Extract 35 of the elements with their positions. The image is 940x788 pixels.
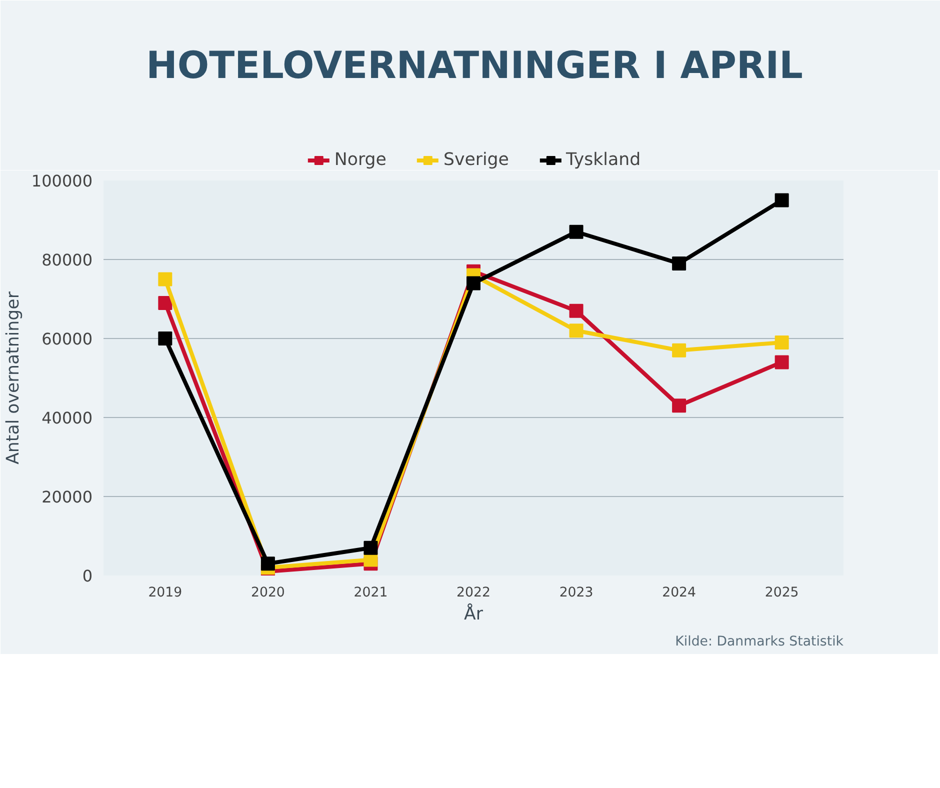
y-tick-label: 40000 [42,408,93,428]
x-tick-label: 2023 [559,586,594,600]
point [158,272,172,286]
point [158,296,172,310]
point [774,335,789,350]
x-tick-label: 2024 [662,586,696,600]
x-tick-label: 2025 [764,586,799,600]
point [158,332,172,346]
point [260,556,275,571]
legend-label: Sverige [443,150,509,170]
point [569,304,584,318]
y-tick-label: 0 [82,566,93,586]
y-tick-label: 100000 [31,172,92,190]
point [774,355,789,370]
point [774,193,789,208]
point [672,343,686,358]
point [466,276,480,290]
x-tick-label: 2020 [250,586,285,600]
point [569,324,584,338]
text: Kilde: Danmarks Statistik [675,634,844,650]
x-axis-title: År [464,602,484,624]
y-tick-label: 20000 [42,488,93,506]
chart-title: HOTELOVERNATNINGER I APRIL [146,43,803,88]
y-axis-title: Antal overnatninger [3,290,24,464]
x-tick-label: 2021 [354,586,388,600]
point [364,540,378,555]
legend-label: Tyskland [566,150,641,170]
x-tick-label: 2019 [148,586,182,600]
point [672,256,686,270]
x-tick-label: 2022 [456,586,490,600]
legend-label: Norge [334,150,386,170]
y-tick-label: 80000 [42,250,93,270]
point [569,224,584,239]
y-tick-label: 60000 [42,330,93,348]
point [672,398,686,413]
